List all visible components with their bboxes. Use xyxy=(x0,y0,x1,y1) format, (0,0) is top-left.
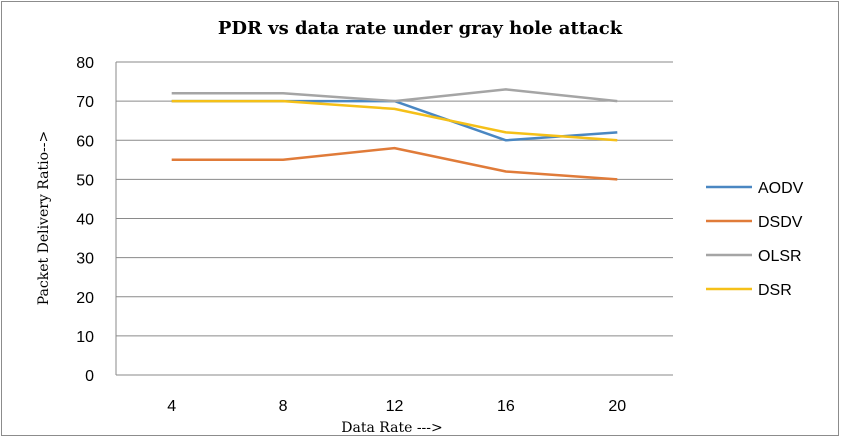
series-dsr xyxy=(171,99,618,142)
legend-item-aodv: AODV xyxy=(706,180,804,197)
y-tick-label: 40 xyxy=(76,212,94,229)
x-tick-label: 12 xyxy=(386,398,404,415)
x-tick-label: 4 xyxy=(167,398,176,415)
y-tick-labels: 0 10 20 30 40 50 60 70 80 xyxy=(76,55,94,385)
gridlines xyxy=(115,61,673,376)
series-dsdv xyxy=(171,146,618,181)
series-lines xyxy=(171,88,618,181)
legend: AODV DSDV OLSR DSR xyxy=(706,180,804,299)
y-tick-label: 80 xyxy=(76,55,94,72)
series-line-olsr xyxy=(171,88,618,103)
y-tick-label: 30 xyxy=(76,251,94,268)
y-tick-label: 0 xyxy=(85,368,94,385)
y-axis-label: Packet Delivery Ratio--> xyxy=(36,131,52,305)
legend-label: OLSR xyxy=(758,248,802,265)
legend-item-olsr: OLSR xyxy=(706,248,802,265)
legend-item-dsr: DSR xyxy=(706,282,792,299)
legend-item-dsdv: DSDV xyxy=(706,214,803,231)
chart-title: PDR vs data rate under gray hole attack xyxy=(218,18,623,39)
y-tick-label: 20 xyxy=(76,290,94,307)
x-tick-label: 20 xyxy=(608,398,626,415)
legend-label: DSDV xyxy=(758,214,803,231)
series-line-dsdv xyxy=(171,146,618,181)
legend-label: AODV xyxy=(758,180,804,197)
x-tick-labels: 4 8 12 16 20 xyxy=(167,398,626,415)
x-tick-label: 8 xyxy=(279,398,288,415)
y-tick-label: 70 xyxy=(76,94,94,111)
y-tick-label: 60 xyxy=(76,133,94,150)
series-line-dsr xyxy=(171,99,618,142)
y-tick-label: 10 xyxy=(76,329,94,346)
legend-label: DSR xyxy=(758,282,792,299)
x-axis-label: Data Rate ---> xyxy=(341,420,443,436)
y-tick-label: 50 xyxy=(76,172,94,189)
x-tick-label: 16 xyxy=(497,398,515,415)
series-olsr xyxy=(171,88,618,103)
